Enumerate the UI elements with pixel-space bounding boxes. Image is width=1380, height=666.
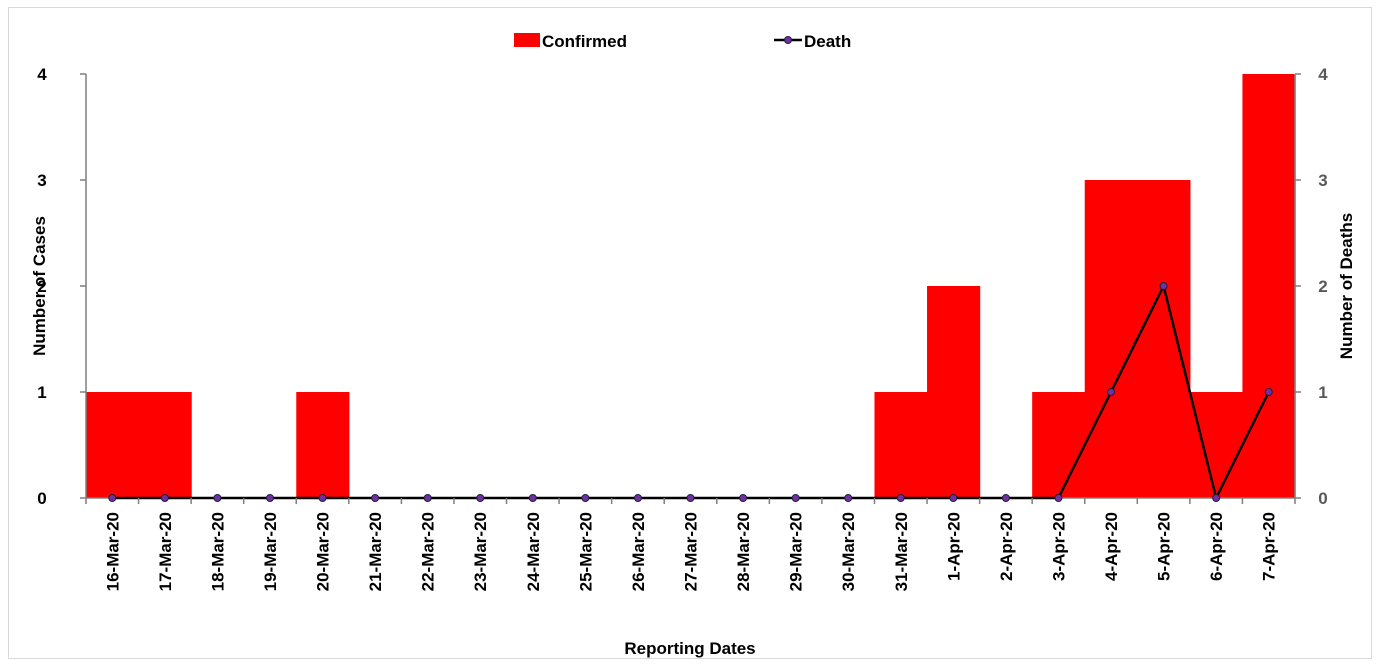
x-tick-label: 20-Mar-20 — [314, 512, 333, 591]
x-tick-label: 29-Mar-20 — [787, 512, 806, 591]
point-death — [371, 494, 380, 502]
x-tick-label: 24-Mar-20 — [524, 512, 543, 591]
x-tick-label: 28-Mar-20 — [734, 512, 753, 591]
point-death — [1107, 388, 1116, 396]
plot-area — [85, 74, 1296, 502]
x-tick-label: 1-Apr-20 — [944, 512, 963, 581]
point-death — [1001, 494, 1010, 502]
y-axis-title-right: Number of Deaths — [1337, 213, 1356, 359]
x-tick-label: 26-Mar-20 — [629, 512, 648, 591]
y-axis-right: 0 1 2 3 4 — [1295, 65, 1328, 508]
legend-label-confirmed: Confirmed — [542, 32, 627, 51]
chart-frame — [8, 7, 1372, 659]
point-death — [1264, 388, 1273, 396]
bar-confirmed — [927, 286, 981, 498]
point-death — [1054, 494, 1063, 502]
legend-swatch-death-marker — [784, 36, 792, 44]
point-death — [265, 494, 274, 502]
point-death — [1159, 282, 1168, 290]
legend: Confirmed Death — [514, 32, 851, 51]
bar-confirmed — [1189, 392, 1244, 498]
y-tick-label-right: 2 — [1318, 277, 1327, 296]
point-death — [423, 494, 432, 502]
bar-confirmed — [86, 392, 140, 498]
point-death — [1212, 494, 1221, 502]
x-tick-label: 23-Mar-20 — [471, 512, 490, 591]
point-death — [213, 494, 222, 502]
bar-confirmed — [1137, 180, 1191, 498]
x-tick-label: 22-Mar-20 — [419, 512, 438, 591]
y-tick-label-left: 4 — [37, 65, 47, 84]
point-death — [791, 494, 800, 502]
y-tick-label-right: 1 — [1318, 383, 1327, 402]
point-death — [896, 494, 905, 502]
y-tick-label-right: 3 — [1318, 171, 1327, 190]
x-tick-label: 19-Mar-20 — [261, 512, 280, 591]
x-tick-label: 7-Apr-20 — [1260, 512, 1279, 581]
bar-confirmed — [296, 392, 350, 498]
y-axis-left: 0 1 2 3 4 — [37, 65, 86, 508]
x-tick-label: 25-Mar-20 — [576, 512, 595, 591]
point-death — [528, 494, 537, 502]
bar-confirmed — [1242, 74, 1296, 498]
point-death — [844, 494, 853, 502]
bar-confirmed — [138, 392, 192, 498]
point-death — [476, 494, 485, 502]
legend-label-death: Death — [804, 32, 851, 51]
y-tick-label-left: 2 — [37, 277, 46, 296]
y-tick-label-right: 4 — [1318, 65, 1328, 84]
x-tick-label: 18-Mar-20 — [208, 512, 227, 591]
x-tick-label: 31-Mar-20 — [892, 512, 911, 591]
x-tick-label: 6-Apr-20 — [1207, 512, 1226, 581]
x-axis-title: Reporting Dates — [624, 639, 755, 658]
point-death — [160, 494, 169, 502]
bar-confirmed — [1084, 180, 1138, 498]
y-tick-label-left: 1 — [37, 383, 46, 402]
point-death — [739, 494, 748, 502]
x-tick-label: 30-Mar-20 — [839, 512, 858, 591]
x-tick-label: 21-Mar-20 — [366, 512, 385, 591]
bar-confirmed — [874, 392, 928, 498]
point-death — [686, 494, 695, 502]
x-axis: 16-Mar-20 17-Mar-20 18-Mar-20 19-Mar-20 20-M… — [85, 498, 1296, 591]
x-tick-label: 4-Apr-20 — [1102, 512, 1121, 581]
y-tick-label-left: 0 — [37, 489, 46, 508]
x-tick-label: 2-Apr-20 — [997, 512, 1016, 581]
point-death — [108, 494, 117, 502]
point-death — [318, 494, 327, 502]
x-tick-label: 27-Mar-20 — [682, 512, 701, 591]
y-axis-title-left: Number of Cases — [30, 216, 49, 356]
bar-confirmed — [1032, 392, 1086, 498]
y-tick-label-right: 0 — [1318, 489, 1327, 508]
x-tick-label: 16-Mar-20 — [103, 512, 122, 591]
point-death — [949, 494, 958, 502]
legend-swatch-confirmed — [514, 33, 540, 47]
x-tick-label: 17-Mar-20 — [156, 512, 175, 591]
x-tick-label: 3-Apr-20 — [1049, 512, 1068, 581]
point-death — [633, 494, 642, 502]
y-tick-label-left: 3 — [37, 171, 46, 190]
point-death — [581, 494, 590, 502]
x-tick-label: 5-Apr-20 — [1155, 512, 1174, 581]
